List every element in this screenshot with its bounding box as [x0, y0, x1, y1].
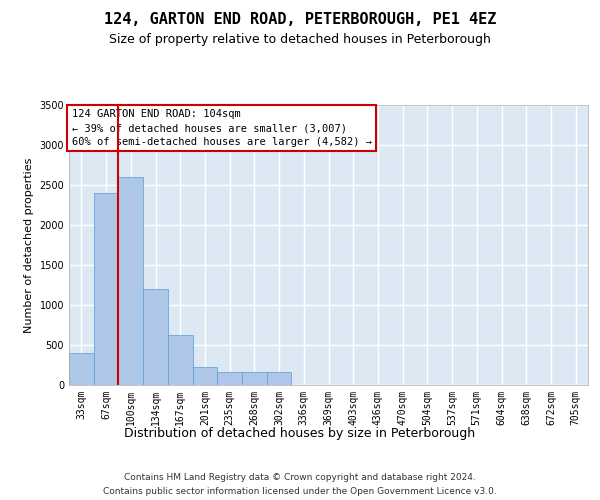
Text: Contains public sector information licensed under the Open Government Licence v3: Contains public sector information licen…: [103, 488, 497, 496]
Bar: [94, 193, 118, 385]
Bar: [168, 336, 193, 385]
Bar: [242, 372, 267, 385]
Bar: [143, 289, 168, 385]
Text: 124 GARTON END ROAD: 104sqm
← 39% of detached houses are smaller (3,007)
60% of : 124 GARTON END ROAD: 104sqm ← 39% of det…: [71, 109, 371, 147]
Bar: [267, 372, 292, 385]
Bar: [217, 372, 242, 385]
Text: 124, GARTON END ROAD, PETERBOROUGH, PE1 4EZ: 124, GARTON END ROAD, PETERBOROUGH, PE1 …: [104, 12, 496, 28]
Text: Contains HM Land Registry data © Crown copyright and database right 2024.: Contains HM Land Registry data © Crown c…: [124, 472, 476, 482]
Text: Distribution of detached houses by size in Peterborough: Distribution of detached houses by size …: [124, 428, 476, 440]
Bar: [69, 353, 94, 385]
Y-axis label: Number of detached properties: Number of detached properties: [24, 158, 34, 332]
Bar: [118, 177, 143, 385]
Text: Size of property relative to detached houses in Peterborough: Size of property relative to detached ho…: [109, 32, 491, 46]
Bar: [193, 366, 217, 385]
